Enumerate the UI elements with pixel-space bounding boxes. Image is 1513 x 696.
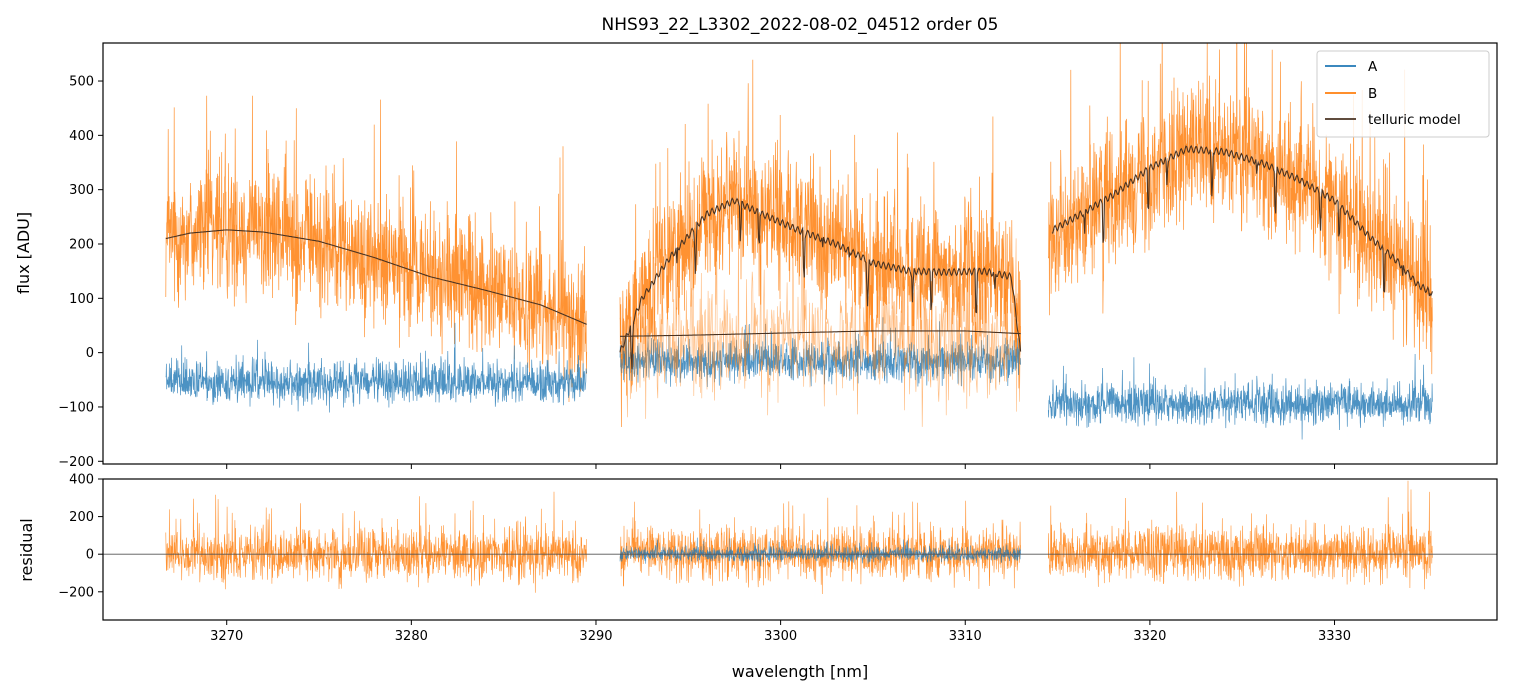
top-ytick-label: −200 [58,455,94,470]
top-ytick-label: 400 [69,129,94,144]
bottom-frame [102,478,1498,621]
bottom-xtick-label: 3290 [579,629,612,644]
chart-title: NHS93_22_L3302_2022-08-02_04512 order 05 [602,15,999,35]
top-frame [102,42,1498,465]
legend-label-model: telluric model [1368,112,1461,128]
legend-label-a: A [1368,59,1378,75]
bottom-xlabel: wavelength [nm] [732,662,869,681]
bottom-axes: −200 0 200 400 3270 3280 3290 3300 3310 3320 3330 [58,473,1351,645]
telluric-model-line [619,197,1022,369]
top-panel: −200 −100 0 100 200 300 400 500 flux [ADU] [14,42,1498,470]
top-plot-area [165,43,1433,440]
series-b-line-overlay [619,210,1021,427]
top-ylabel: flux [ADU] [14,212,33,294]
series-b-line [619,59,1021,428]
series-b-line [1047,43,1433,375]
top-ytick-label: 100 [69,292,94,307]
bottom-ytick-label: 0 [86,548,94,563]
top-ytick-label: 200 [69,237,94,252]
legend-box [1316,50,1490,138]
bottom-plot-area [103,480,1497,595]
top-axes: −200 −100 0 100 200 300 400 500 [58,75,1336,470]
residual-b-line [1048,480,1433,590]
bottom-xtick-label: 3330 [1318,629,1351,644]
series-a-line [165,322,588,413]
telluric-model-line [165,229,587,325]
top-ytick-label: 0 [86,346,94,361]
bottom-xtick-label: 3310 [949,629,982,644]
top-ytick-label: 300 [69,183,94,198]
bottom-xtick-label: 3280 [395,629,428,644]
top-ytick-label: 500 [69,75,94,90]
residual-b-line [619,497,1021,595]
residual-a-line [619,537,1021,567]
legend: A B telluric model [1316,50,1490,138]
bottom-ylabel: residual [17,518,36,581]
series-a-line [1047,353,1433,440]
telluric-model-line [1051,144,1433,297]
series-a-line [619,317,1021,388]
top-ytick-label: −100 [58,400,94,415]
bottom-xtick-label: 3320 [1133,629,1166,644]
bottom-xtick-label: 3270 [210,629,243,644]
residual-b-line [165,491,587,593]
series-b-line [165,95,588,403]
bottom-ytick-label: 200 [69,510,94,525]
bottom-xtick-label: 3300 [764,629,797,644]
telluric-model-line [620,330,1021,337]
bottom-ytick-label: 400 [69,473,94,488]
legend-label-b: B [1368,86,1377,102]
bottom-ytick-label: −200 [58,585,94,600]
